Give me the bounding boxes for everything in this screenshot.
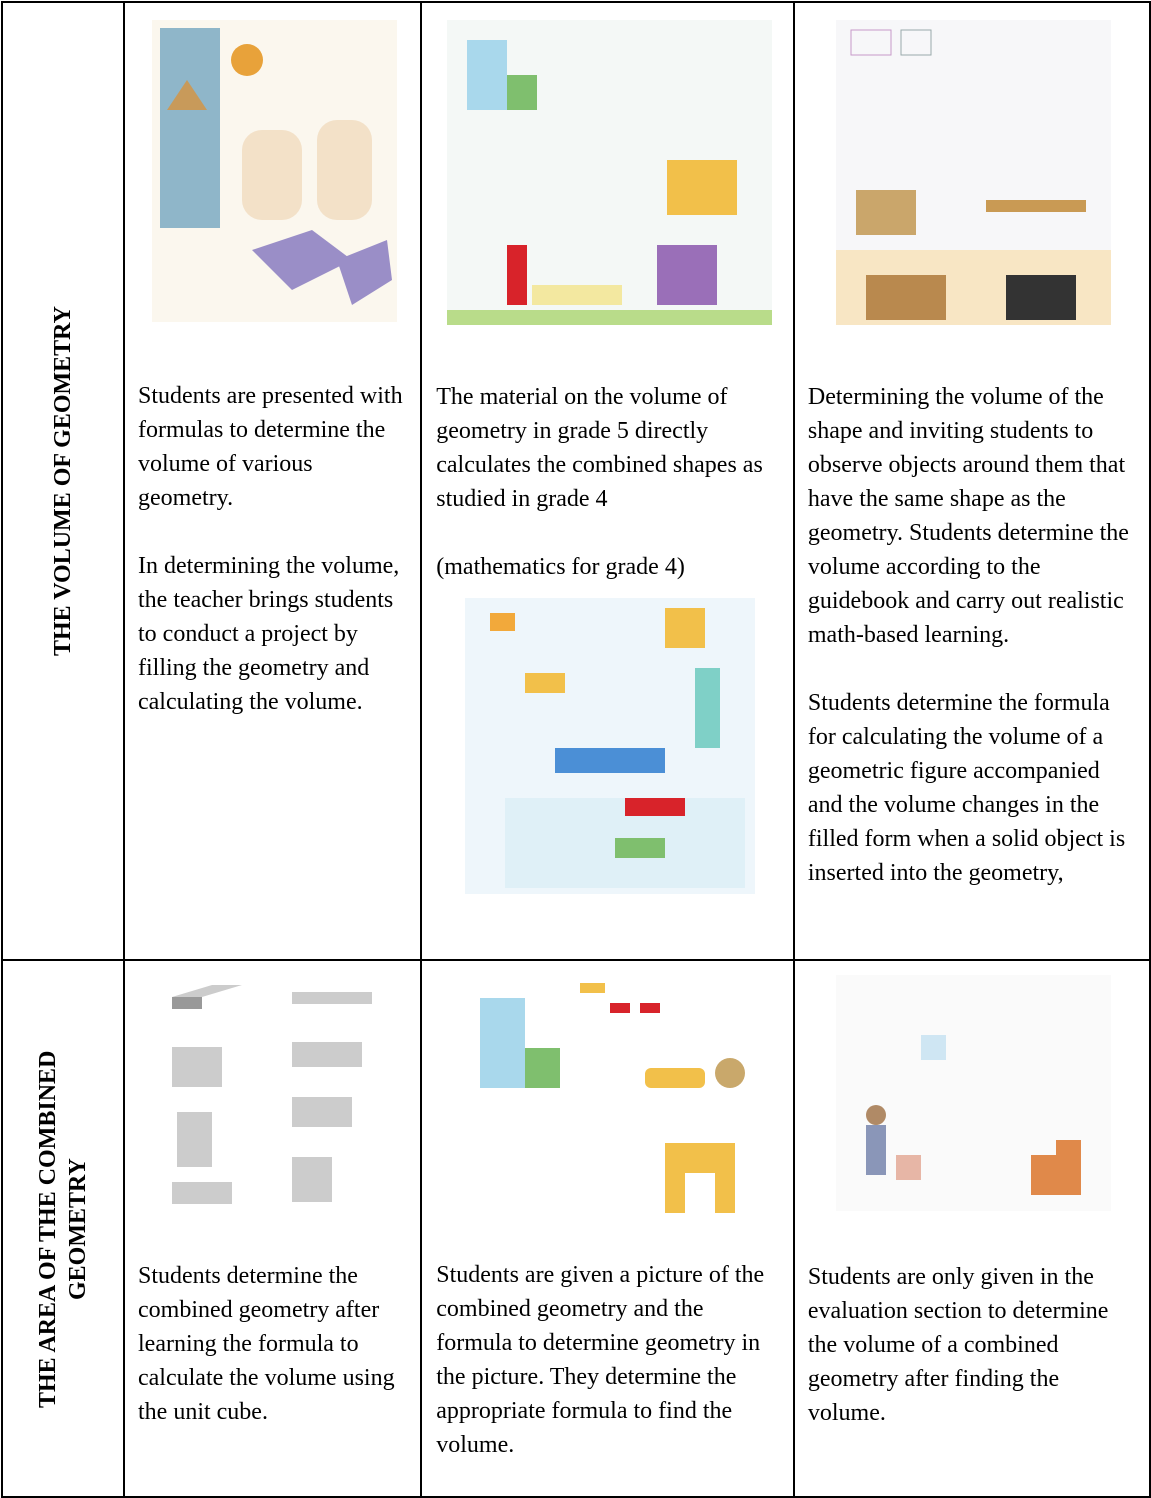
row-header-cell: THE AREA OF THE COMBINED GEOMETRY	[1, 959, 125, 1498]
cell-text: Students determine the formula for calcu…	[807, 690, 1126, 886]
textbook-image	[151, 20, 397, 322]
textbook-image	[151, 977, 397, 1209]
table-row: THE VOLUME OF GEOMETRY Students are pres…	[1, 1, 1151, 961]
cell-text: In determining the volume, the teacher b…	[138, 553, 400, 715]
textbook-image	[464, 598, 755, 894]
table-cell: Students are only given in the evaluatio…	[792, 959, 1151, 1498]
cell-text: The material on the volume of geometry i…	[436, 384, 763, 512]
textbook-image	[835, 975, 1111, 1211]
cell-text: Determining the volume of the shape and …	[807, 384, 1129, 648]
table-cell: Students are given a picture of the comb…	[420, 959, 795, 1498]
textbook-image	[835, 20, 1111, 325]
cell-text: (mathematics for grade 4)	[436, 554, 685, 580]
textbook-image	[454, 973, 765, 1221]
table-cell: Students determine the combined geometry…	[122, 959, 423, 1498]
cell-text: Students are presented with formulas to …	[138, 383, 403, 511]
table-cell: Students are presented with formulas to …	[122, 1, 423, 961]
table-row: THE AREA OF THE COMBINED GEOMETRY Studen…	[1, 959, 1151, 1498]
row-header: THE AREA OF THE COMBINED GEOMETRY	[35, 1049, 91, 1408]
textbook-image	[447, 20, 773, 325]
row-header: THE VOLUME OF GEOMETRY	[50, 305, 76, 657]
row-header-cell: THE VOLUME OF GEOMETRY	[1, 1, 125, 961]
table-cell: Determining the volume of the shape and …	[792, 1, 1151, 961]
cell-text: Students are only given in the evaluatio…	[807, 1264, 1109, 1426]
table-cell: The material on the volume of geometry i…	[420, 1, 795, 961]
cell-text: Students determine the combined geometry…	[138, 1263, 395, 1425]
cell-text: Students are given a picture of the comb…	[436, 1262, 765, 1458]
